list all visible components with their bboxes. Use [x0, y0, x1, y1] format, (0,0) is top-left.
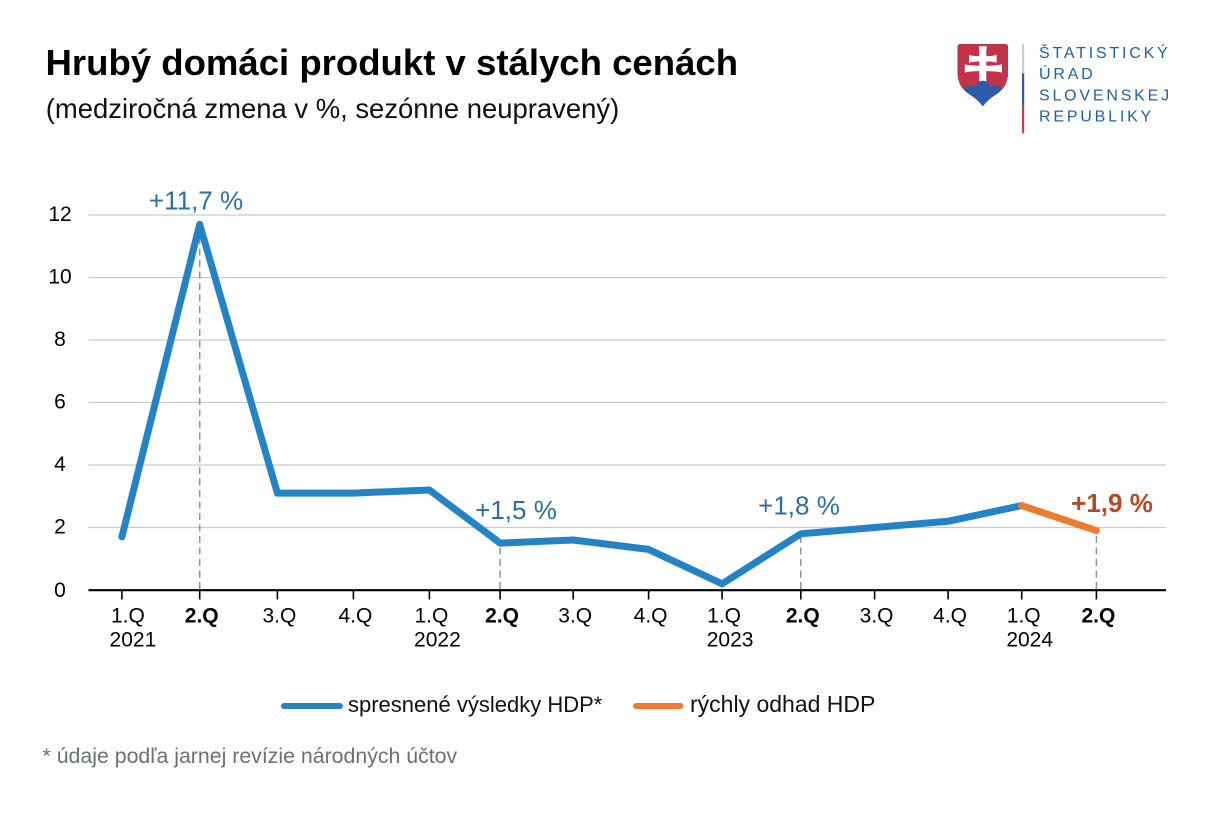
- svg-text:+1,5 %: +1,5 %: [475, 495, 557, 525]
- svg-text:1.Q: 1.Q: [111, 605, 145, 628]
- svg-text:4.Q: 4.Q: [933, 605, 967, 628]
- svg-text:spresnené výsledky HDP*: spresnené výsledky HDP*: [348, 692, 603, 717]
- svg-text:2.Q: 2.Q: [185, 605, 219, 628]
- svg-text:+1,9 %: +1,9 %: [1071, 488, 1153, 518]
- svg-text:ŠTATISTICKÝ: ŠTATISTICKÝ: [1039, 43, 1171, 62]
- svg-text:1.Q: 1.Q: [414, 605, 448, 628]
- svg-text:2021: 2021: [110, 629, 157, 652]
- svg-text:2: 2: [54, 516, 66, 539]
- svg-text:REPUBLIKY: REPUBLIKY: [1039, 109, 1154, 126]
- svg-text:* údaje podľa jarnej revízie n: * údaje podľa jarnej revízie národných ú…: [43, 744, 458, 768]
- svg-text:3.Q: 3.Q: [558, 605, 592, 628]
- svg-text:8: 8: [54, 328, 66, 351]
- svg-text:SLOVENSKEJ: SLOVENSKEJ: [1039, 88, 1172, 105]
- svg-text:2022: 2022: [414, 629, 461, 652]
- svg-text:4: 4: [54, 453, 66, 476]
- svg-text:12: 12: [48, 203, 71, 226]
- svg-text:+11,7 %: +11,7 %: [149, 186, 243, 216]
- svg-text:+1,8 %: +1,8 %: [758, 491, 840, 521]
- svg-text:3.Q: 3.Q: [262, 605, 296, 628]
- svg-text:3.Q: 3.Q: [860, 605, 894, 628]
- svg-text:Hrubý domáci produkt v stálych: Hrubý domáci produkt v stálych cenách: [46, 42, 739, 83]
- svg-text:4.Q: 4.Q: [338, 605, 372, 628]
- svg-text:1.Q: 1.Q: [1007, 605, 1041, 628]
- svg-text:2.Q: 2.Q: [1081, 605, 1115, 628]
- svg-text:10: 10: [48, 266, 71, 289]
- svg-text:2024: 2024: [1006, 629, 1053, 652]
- svg-text:6: 6: [54, 391, 66, 414]
- svg-text:2.Q: 2.Q: [485, 605, 519, 628]
- svg-text:2023: 2023: [707, 629, 754, 652]
- svg-text:2.Q: 2.Q: [786, 605, 820, 628]
- svg-text:(medziročná zmena v %, sezónne: (medziročná zmena v %, sezónne neupraven…: [46, 93, 619, 124]
- svg-text:rýchly odhad HDP: rýchly odhad HDP: [690, 691, 875, 717]
- svg-text:ÚRAD: ÚRAD: [1039, 64, 1096, 83]
- svg-text:1.Q: 1.Q: [707, 605, 741, 628]
- svg-text:4.Q: 4.Q: [634, 605, 668, 628]
- svg-text:0: 0: [54, 579, 66, 602]
